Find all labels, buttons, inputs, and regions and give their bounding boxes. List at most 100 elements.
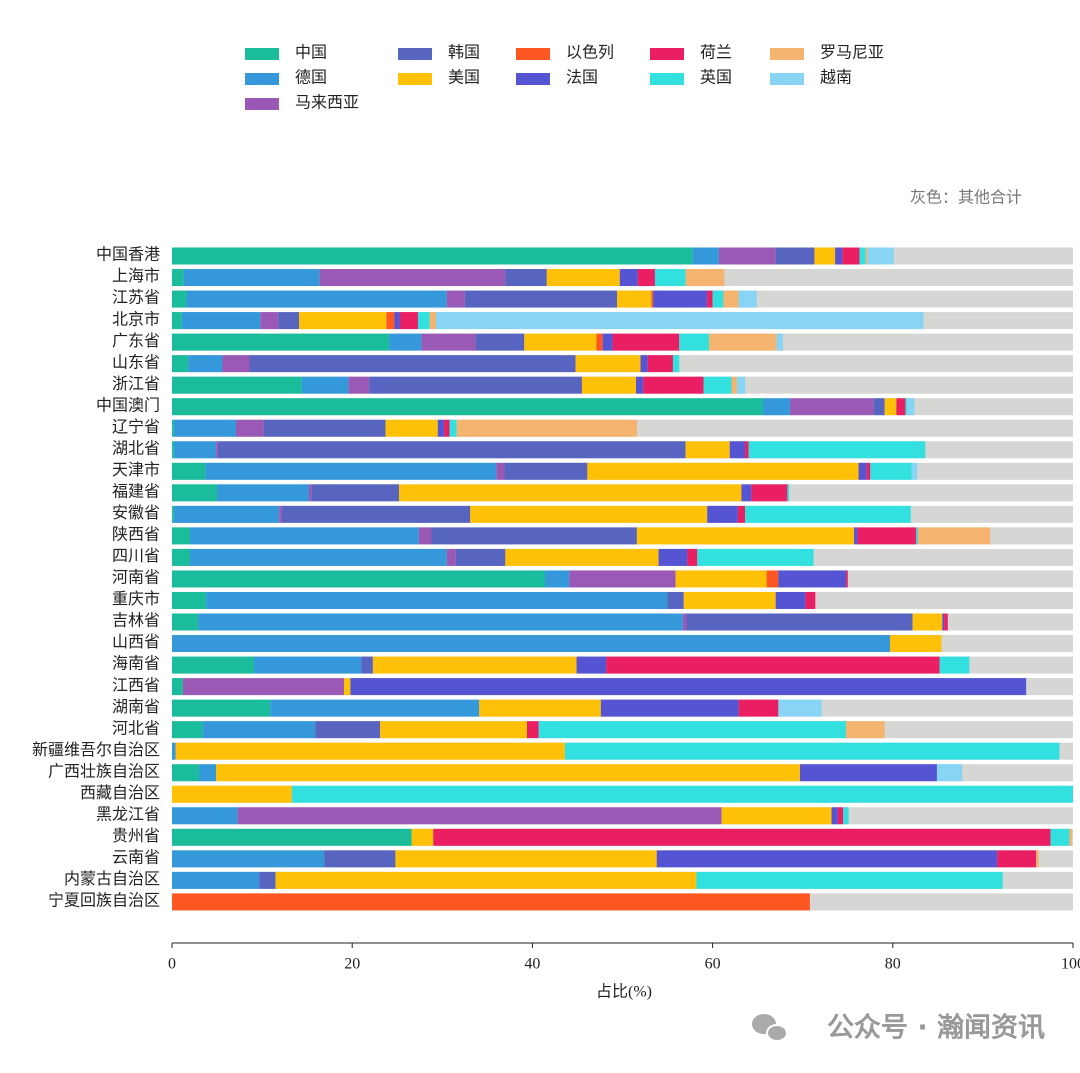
bar-segment xyxy=(569,570,676,588)
bar-segment xyxy=(854,527,858,545)
bar-segment xyxy=(172,591,207,609)
annotation: 灰色：其他合计 xyxy=(910,189,1022,207)
bar-segment xyxy=(775,247,815,265)
bar-segment xyxy=(918,527,991,545)
bar-segment xyxy=(737,505,746,523)
bar-segment xyxy=(186,290,447,308)
bar-segment xyxy=(907,398,915,416)
legend-swatch xyxy=(516,48,550,60)
bar-segment xyxy=(172,269,184,287)
bar-segment xyxy=(651,290,654,308)
bar-segment xyxy=(278,312,300,330)
bar-segment xyxy=(837,807,844,825)
bar-segment xyxy=(386,312,395,330)
bar-segment xyxy=(455,548,506,566)
bar-segment xyxy=(172,807,238,825)
bar-segment xyxy=(202,721,316,739)
bar-segment xyxy=(858,462,867,480)
y-tick-label: 重庆市 xyxy=(112,590,160,608)
legend-swatch xyxy=(245,98,279,110)
bar-segment xyxy=(745,505,911,523)
bar-segment xyxy=(172,355,189,373)
bar-segment xyxy=(199,764,217,782)
bar-segment xyxy=(916,527,919,545)
bar-segment xyxy=(259,871,276,889)
bar-segment xyxy=(172,635,891,653)
y-tick-label: 黑龙江省 xyxy=(96,805,160,823)
bar-segment xyxy=(182,678,345,696)
bar-segment xyxy=(845,570,848,588)
bar-segment xyxy=(172,785,292,803)
bar-segment xyxy=(712,290,724,308)
bar-segment xyxy=(275,871,697,889)
bar-segment xyxy=(778,570,846,588)
bar-segment xyxy=(172,656,254,674)
bar-segment xyxy=(172,398,764,416)
bar-segment xyxy=(299,312,387,330)
bar-segment xyxy=(707,505,738,523)
y-tick-label: 福建省 xyxy=(112,483,160,501)
bar-segment xyxy=(172,376,302,394)
bar-segment xyxy=(175,742,565,760)
y-tick-label: 四川省 xyxy=(112,547,160,565)
legend-label: 中国 xyxy=(295,44,327,62)
bar-segment xyxy=(172,742,176,760)
bar-segment xyxy=(172,247,693,265)
bar-segment xyxy=(172,527,191,545)
bar-segment xyxy=(636,527,855,545)
bar-segment xyxy=(350,678,1027,696)
bar-segment xyxy=(172,570,546,588)
bar-segment xyxy=(745,441,749,459)
bar-segment xyxy=(470,505,708,523)
bar-segment xyxy=(683,591,776,609)
bar-segment xyxy=(279,505,282,523)
bar-segment xyxy=(637,269,655,287)
bar-segment xyxy=(581,376,637,394)
bar-segment xyxy=(348,376,370,394)
y-tick-label: 安徽省 xyxy=(112,504,160,522)
y-tick-label: 陕西省 xyxy=(112,526,160,544)
y-tick-label: 江苏省 xyxy=(112,289,160,307)
bar-segment xyxy=(172,484,218,502)
bar-segment xyxy=(172,290,187,308)
legend-swatch xyxy=(770,48,804,60)
bar-segment xyxy=(281,505,471,523)
bar-segment xyxy=(372,656,577,674)
bar-segment xyxy=(172,613,199,631)
bar-segment xyxy=(912,613,943,631)
bar-segment xyxy=(775,591,806,609)
legend-label: 德国 xyxy=(295,69,327,87)
x-tick-label: 80 xyxy=(885,956,901,973)
y-tick-label: 广东省 xyxy=(112,332,160,350)
bar-segment xyxy=(843,807,849,825)
bar-segment xyxy=(198,613,683,631)
bar-segment xyxy=(687,548,698,566)
watermark: 公众号 · 瀚闻资讯 xyxy=(827,1012,1045,1044)
legend-label: 韩国 xyxy=(448,44,480,62)
x-tick-label: 40 xyxy=(524,956,540,973)
bar-segment xyxy=(216,441,218,459)
legend-swatch xyxy=(650,73,684,85)
bar-segment xyxy=(658,548,688,566)
bar-segment xyxy=(545,570,570,588)
bar-segment xyxy=(308,484,312,502)
bar-segment xyxy=(173,419,236,437)
bar-segment xyxy=(172,462,206,480)
bar-segment xyxy=(417,312,430,330)
bar-segment xyxy=(505,269,547,287)
bar-segment xyxy=(190,527,419,545)
bar-segment xyxy=(643,376,704,394)
bar-segment xyxy=(835,247,843,265)
bar-segment xyxy=(675,570,767,588)
bar-segment xyxy=(942,613,945,631)
bar-segment xyxy=(997,850,1037,868)
bar-segment xyxy=(721,807,832,825)
y-tick-label: 贵州省 xyxy=(112,827,160,845)
bar-segment xyxy=(619,269,638,287)
bar-segment xyxy=(842,247,860,265)
bar-segment xyxy=(776,333,783,351)
bar-segment xyxy=(444,419,450,437)
bar-segment xyxy=(324,850,396,868)
bar-segment xyxy=(936,764,963,782)
bar-segment xyxy=(679,333,709,351)
